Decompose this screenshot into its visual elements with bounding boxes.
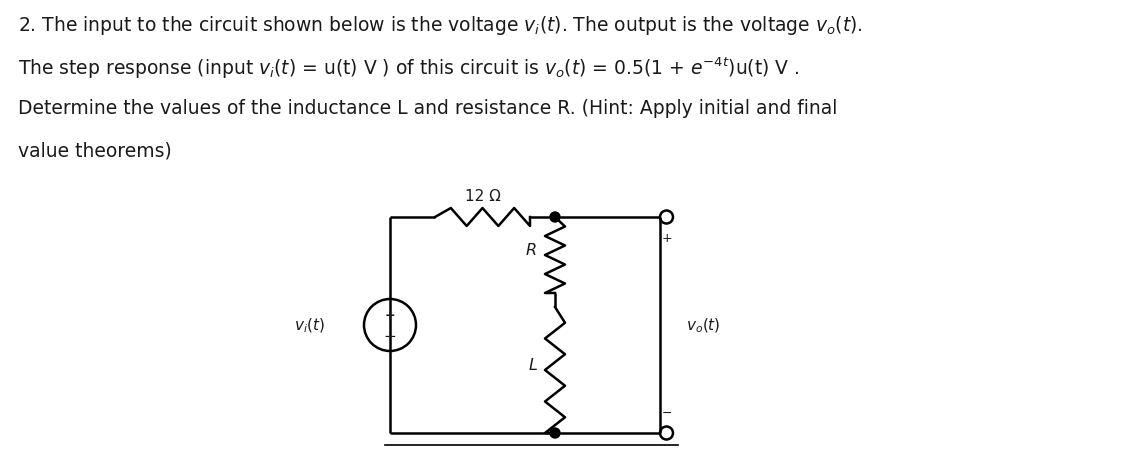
- Text: Determine the values of the inductance L and resistance R. (Hint: Apply initial : Determine the values of the inductance L…: [18, 99, 837, 118]
- Text: The step response (input $v_i(t)$ = u(t) V ) of this circuit is $v_o(t)$ = 0.5(1: The step response (input $v_i(t)$ = u(t)…: [18, 56, 800, 81]
- Text: L: L: [528, 358, 537, 373]
- Circle shape: [550, 428, 560, 438]
- Text: R: R: [525, 243, 537, 258]
- Text: +: +: [662, 232, 672, 244]
- Text: +: +: [385, 309, 395, 322]
- Text: 12 Ω: 12 Ω: [465, 188, 501, 203]
- Text: value theorems): value theorems): [18, 142, 172, 161]
- Text: −: −: [662, 406, 672, 419]
- Text: −: −: [384, 329, 396, 344]
- Circle shape: [550, 212, 560, 222]
- Text: $v_i(t)$: $v_i(t)$: [294, 316, 324, 334]
- Text: 2. The input to the circuit shown below is the voltage $v_i(t)$. The output is t: 2. The input to the circuit shown below …: [18, 14, 863, 37]
- Text: $v_o(t)$: $v_o(t)$: [686, 316, 720, 334]
